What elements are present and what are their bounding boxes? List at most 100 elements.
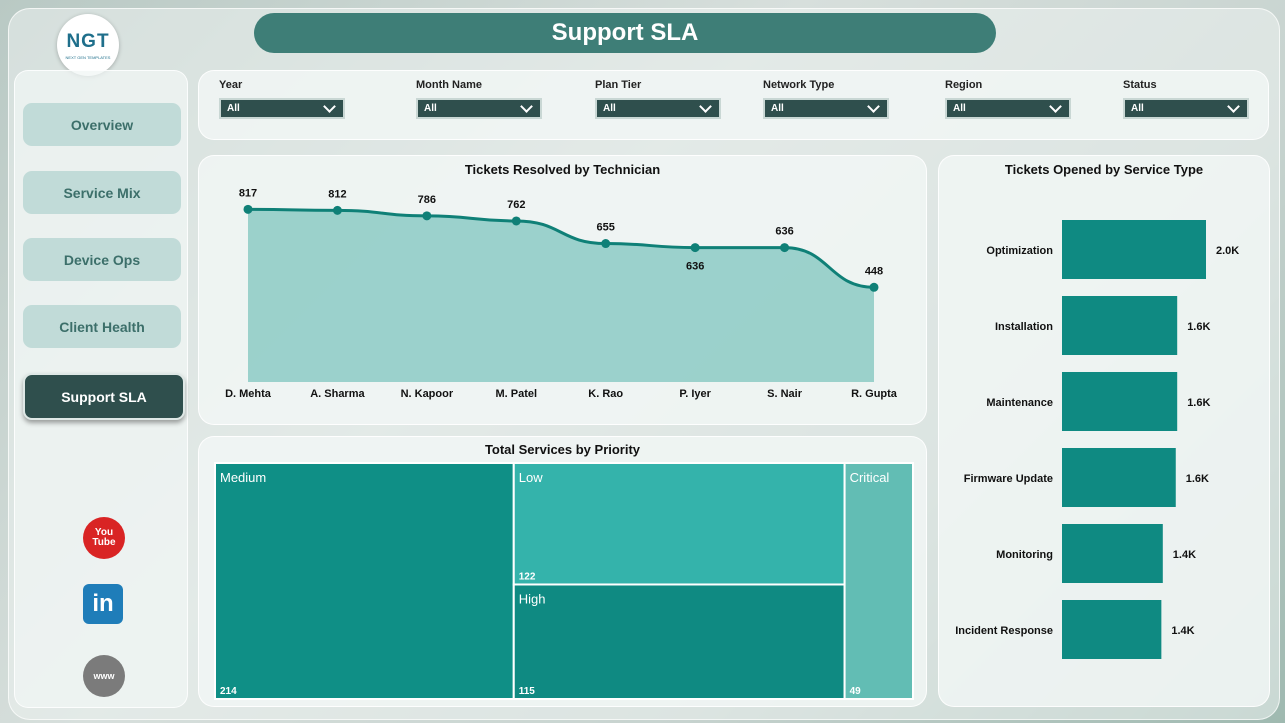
nav-service-mix-button[interactable]: Service Mix [23,171,181,214]
filter-month-value: All [424,103,437,114]
x-tick-label: N. Kapoor [401,388,454,400]
bar[interactable] [1062,600,1162,659]
data-label: 812 [328,188,346,200]
filter-network-type-value: All [771,103,784,114]
filter-bar: Year All Month Name All Plan Tier All Ne… [198,70,1269,140]
data-point[interactable] [690,243,700,253]
nav-support-sla-button[interactable]: Support SLA [23,373,185,420]
treemap-tile-value: 49 [850,686,862,697]
filter-network-type: Network Type All [763,79,889,119]
service-type-bar-chart: Optimization 2.0K Installation 1.6K Maintena… [955,220,1239,659]
technician-area-chart: 817 D. Mehta 812 A. Sharma 786 N. Kapoor 762 M.… [225,187,898,400]
chevron-down-icon [1227,100,1240,113]
chevron-down-icon [323,100,336,113]
logo-subtitle: NEXT GEN TEMPLATES [65,54,111,60]
y-tick-label: Installation [995,321,1053,333]
service-type-chart-panel: Tickets Opened by Service Type Optimizat… [938,155,1270,707]
bar[interactable] [1062,524,1163,583]
bar-value-label: 1.6K [1187,397,1210,409]
x-tick-label: D. Mehta [225,388,272,400]
sidebar: Overview Service Mix Device Ops Client H… [14,70,188,708]
data-point[interactable] [780,243,790,253]
priority-treemap-panel: Total Services by Priority Medium 214 Low 1… [198,436,927,707]
youtube-icon[interactable]: You Tube [83,517,125,559]
treemap-tile-name: Medium [220,470,266,485]
filter-month-label: Month Name [416,79,482,91]
youtube-icon-label: You Tube [92,527,116,548]
filter-month-select[interactable]: All [416,98,542,119]
x-tick-label: S. Nair [767,388,803,400]
bar[interactable] [1062,220,1206,279]
priority-treemap: Medium 214 Low 122 High 115 Critical 49 [214,462,915,700]
data-point[interactable] [422,211,432,221]
data-point[interactable] [601,239,611,249]
treemap-tile[interactable] [843,462,915,700]
bar-value-label: 1.4K [1173,549,1196,561]
x-tick-label: M. Patel [495,388,537,400]
filter-plan-tier-value: All [603,103,616,114]
web-globe-icon-label: www [93,671,115,681]
bar-value-label: 1.4K [1171,625,1194,637]
filter-year-label: Year [219,79,243,91]
area-fill [248,209,874,382]
treemap-tile[interactable] [512,462,846,586]
treemap-tile-value: 115 [519,686,536,697]
chevron-down-icon [520,100,533,113]
filter-year-select[interactable]: All [219,98,345,119]
technician-chart-title: Tickets Resolved by Technician [464,162,661,177]
data-point[interactable] [511,216,521,226]
filter-region-label: Region [945,79,983,91]
data-point[interactable] [243,204,253,214]
treemap-tile-value: 122 [519,571,536,582]
bar-value-label: 1.6K [1187,321,1210,333]
treemap-tile[interactable] [512,583,846,700]
treemap-tile-name: Critical [850,470,890,485]
data-point[interactable] [332,205,342,215]
logo-text: NGT [66,30,110,52]
filter-region-value: All [953,103,966,114]
y-tick-label: Monitoring [996,549,1053,561]
data-label: 448 [865,265,883,277]
bar-value-label: 1.6K [1186,473,1209,485]
nav-client-health-button[interactable]: Client Health [23,305,181,348]
treemap-tile-name: Low [519,470,543,485]
data-point[interactable] [869,282,879,292]
filter-plan-tier-select[interactable]: All [595,98,721,119]
filter-year-value: All [227,103,240,114]
data-label: 762 [507,199,525,211]
filter-status-label: Status [1123,79,1157,91]
filter-plan-tier: Plan Tier All [595,79,721,119]
treemap-tile-value: 214 [220,686,237,697]
filter-network-type-select[interactable]: All [763,98,889,119]
priority-treemap-title: Total Services by Priority [484,442,641,457]
x-tick-label: R. Gupta [851,388,898,400]
y-tick-label: Optimization [986,245,1053,257]
data-label: 655 [597,222,615,234]
x-tick-label: P. Iyer [679,388,711,400]
linkedin-icon[interactable]: in [83,584,123,624]
logo[interactable]: NGT NEXT GEN TEMPLATES [57,14,119,76]
service-type-chart-title: Tickets Opened by Service Type [1004,162,1204,177]
bar[interactable] [1062,448,1176,507]
filter-plan-tier-label: Plan Tier [595,79,642,91]
data-label: 817 [239,187,257,199]
bar[interactable] [1062,296,1178,355]
nav-overview-button[interactable]: Overview [23,103,181,146]
web-globe-icon[interactable]: www [83,655,125,697]
y-tick-label: Maintenance [986,397,1053,409]
y-tick-label: Incident Response [955,625,1053,637]
nav-device-ops-button[interactable]: Device Ops [23,238,181,281]
filter-network-type-label: Network Type [763,79,835,91]
x-tick-label: A. Sharma [310,388,365,400]
technician-chart-panel: Tickets Resolved by Technician 817 D. Meh… [198,155,927,425]
bar[interactable] [1062,372,1178,431]
filter-region-select[interactable]: All [945,98,1071,119]
data-label: 636 [775,226,793,238]
page-title: Support SLA [254,13,996,53]
filter-year: Year All [219,79,345,119]
data-label: 636 [686,261,704,273]
filter-status: Status All [1123,79,1249,119]
x-tick-label: K. Rao [588,388,623,400]
treemap-tile[interactable] [214,462,515,700]
filter-status-select[interactable]: All [1123,98,1249,119]
